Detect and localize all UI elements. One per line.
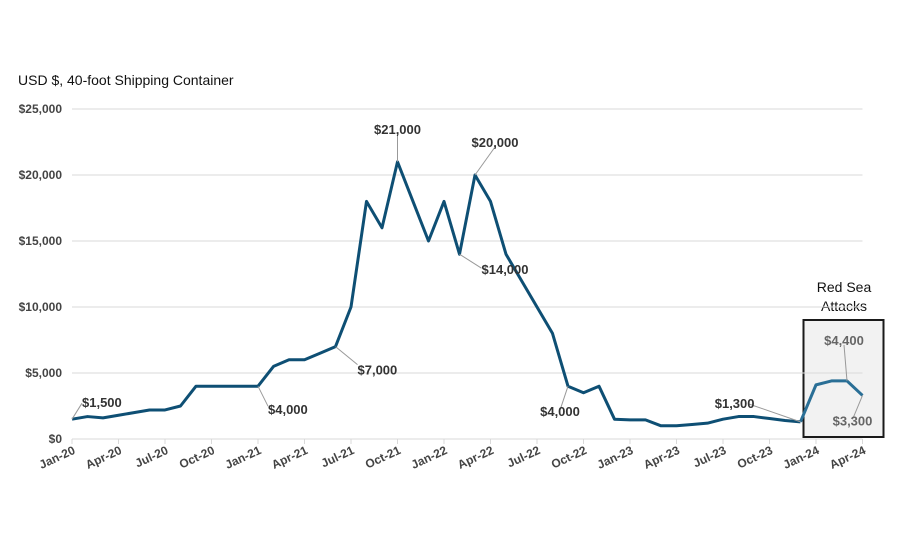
annotation-leader bbox=[335, 346, 358, 365]
x-tick-label: Oct-23 bbox=[735, 443, 775, 472]
x-tick-label: Jul-23 bbox=[691, 443, 729, 470]
y-tick-label: $25,000 bbox=[19, 102, 63, 116]
annotation-leader bbox=[559, 386, 569, 411]
y-axis-label: USD $, 40-foot Shipping Container bbox=[18, 72, 234, 88]
y-tick-label: $20,000 bbox=[19, 168, 63, 182]
y-tick-label: $5,000 bbox=[25, 366, 62, 380]
y-tick-label: $0 bbox=[49, 432, 63, 446]
data-label: $3,300 bbox=[833, 413, 873, 428]
annotation-leader bbox=[843, 344, 848, 381]
x-tick-label: Jan-22 bbox=[409, 443, 450, 472]
x-tick-label: Oct-20 bbox=[177, 443, 217, 472]
data-label: $4,000 bbox=[268, 402, 308, 417]
annotation-leader bbox=[852, 395, 863, 420]
x-tick-label: Jan-24 bbox=[781, 443, 822, 472]
annotation-leader bbox=[474, 146, 496, 176]
series-line-highlight bbox=[799, 379, 864, 423]
data-label: $1,300 bbox=[715, 396, 755, 411]
x-tick-label: Jul-21 bbox=[319, 443, 357, 470]
annotation-leader bbox=[748, 403, 801, 423]
data-label: $20,000 bbox=[472, 135, 519, 150]
x-tick-label: Oct-21 bbox=[363, 443, 403, 472]
x-tick-label: Apr-21 bbox=[269, 443, 310, 472]
annotation-leader bbox=[71, 402, 83, 420]
data-label: $14,000 bbox=[482, 262, 529, 277]
x-tick-label: Apr-23 bbox=[641, 443, 682, 472]
series-line bbox=[71, 160, 801, 428]
y-tick-label: $15,000 bbox=[19, 234, 63, 248]
x-tick-label: Apr-24 bbox=[827, 443, 868, 472]
data-label: $7,000 bbox=[358, 363, 398, 378]
x-tick-label: Apr-20 bbox=[83, 443, 124, 472]
annotation-leader bbox=[257, 385, 269, 407]
data-label: $4,000 bbox=[540, 404, 580, 419]
x-tick-label: Jul-22 bbox=[505, 443, 543, 470]
x-tick-label: Jan-21 bbox=[223, 443, 264, 472]
x-tick-label: Jan-20 bbox=[37, 443, 78, 472]
data-label: $21,000 bbox=[374, 122, 421, 137]
annotation-leader bbox=[459, 253, 482, 269]
x-tick-label: Jul-20 bbox=[133, 443, 171, 470]
highlight-box bbox=[802, 319, 885, 438]
data-label: $1,500 bbox=[82, 395, 122, 410]
highlight-title: Red Sea Attacks bbox=[816, 279, 872, 314]
x-tick-label: Jan-23 bbox=[595, 443, 636, 472]
x-tick-label: Apr-22 bbox=[455, 443, 496, 472]
data-label: $4,400 bbox=[824, 333, 864, 348]
x-tick-label: Oct-22 bbox=[549, 443, 589, 472]
y-tick-label: $10,000 bbox=[19, 300, 63, 314]
